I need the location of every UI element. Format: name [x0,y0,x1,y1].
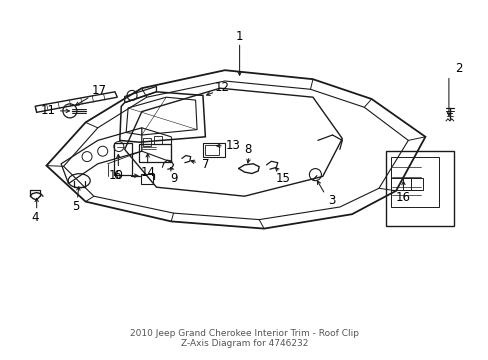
Bar [154,136,162,144]
Bar [142,138,150,146]
Text: 8: 8 [244,143,252,156]
Bar [390,157,438,207]
Text: 15: 15 [275,172,289,185]
Bar [204,145,219,155]
Bar [403,178,423,190]
Text: 13: 13 [225,139,240,152]
Text: 11: 11 [41,104,55,117]
Text: Z-Axis Diagram for 4746232: Z-Axis Diagram for 4746232 [181,339,307,348]
Bar [139,144,171,162]
Bar [390,178,410,190]
Text: 16: 16 [395,191,410,204]
Text: 12: 12 [215,81,229,94]
Bar [203,143,224,157]
Text: 2010 Jeep Grand Cherokee Interior Trim - Roof Clip: 2010 Jeep Grand Cherokee Interior Trim -… [130,328,358,338]
Text: 14: 14 [140,166,155,179]
Bar [114,143,132,175]
Text: 10: 10 [109,169,123,182]
Bar [141,174,153,184]
Text: 4: 4 [31,211,39,224]
Text: 3: 3 [327,194,335,207]
Bar [386,151,453,226]
Text: 1: 1 [235,30,243,42]
Text: 7: 7 [201,158,209,171]
Text: 17: 17 [91,84,106,97]
Text: 2: 2 [454,62,462,75]
Text: 6: 6 [113,169,121,182]
Text: 9: 9 [169,172,177,185]
Text: 5: 5 [72,200,80,213]
